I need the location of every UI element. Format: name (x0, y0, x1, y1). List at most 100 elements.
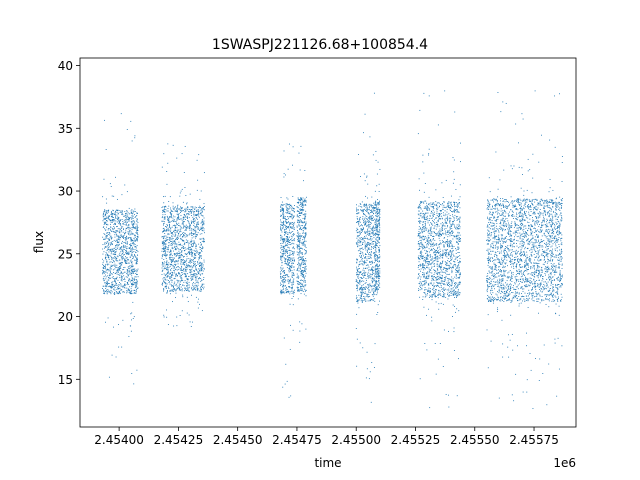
data-point (190, 251, 192, 253)
data-point (108, 270, 110, 272)
data-point (125, 256, 126, 258)
data-point (132, 272, 134, 274)
data-point (356, 285, 357, 287)
data-point (356, 284, 358, 286)
data-point (126, 235, 127, 237)
data-point (443, 245, 445, 247)
data-point (106, 268, 108, 270)
data-point (283, 284, 285, 286)
data-point (288, 207, 290, 209)
data-point (305, 272, 307, 274)
data-point (179, 289, 181, 291)
data-point (371, 243, 373, 245)
data-point (113, 218, 115, 220)
data-point (297, 282, 299, 284)
data-point (171, 255, 173, 257)
data-point (289, 279, 291, 281)
data-point (282, 245, 284, 247)
data-point (301, 272, 303, 274)
data-point (163, 273, 165, 275)
data-point (283, 291, 285, 293)
data-point (115, 217, 117, 219)
data-point (363, 206, 365, 207)
data-point (186, 285, 187, 287)
data-point (374, 223, 376, 225)
data-point (297, 289, 299, 291)
data-point (168, 251, 170, 253)
data-point (189, 242, 191, 244)
data-point (284, 281, 286, 283)
data-point (280, 237, 282, 239)
data-point (137, 287, 139, 289)
data-point (286, 212, 288, 213)
data-point (170, 213, 172, 215)
data-point (291, 288, 293, 290)
data-point (297, 210, 299, 212)
data-point (297, 275, 299, 277)
data-point (169, 256, 171, 258)
data-point (375, 200, 377, 202)
data-point (129, 218, 131, 220)
data-point (171, 281, 173, 283)
data-point (135, 293, 137, 294)
data-point (298, 241, 300, 242)
data-point (189, 232, 191, 234)
data-point (292, 304, 294, 306)
data-point (362, 216, 364, 218)
data-point (438, 233, 440, 235)
data-point (131, 220, 133, 222)
data-point (170, 217, 172, 219)
data-point (197, 228, 199, 230)
data-point (190, 246, 191, 248)
data-point (130, 273, 132, 274)
data-point (300, 272, 302, 274)
data-point (104, 241, 106, 243)
data-point (372, 268, 374, 270)
data-point (296, 202, 298, 203)
data-point (376, 287, 378, 289)
data-point (119, 259, 120, 261)
data-point (373, 92, 375, 94)
data-point (203, 205, 205, 207)
data-point (286, 212, 288, 214)
data-point (368, 248, 370, 250)
data-point (134, 279, 136, 281)
data-point (304, 216, 306, 218)
data-point (300, 197, 302, 198)
data-point (374, 294, 376, 296)
data-point (126, 191, 128, 193)
data-point (125, 249, 127, 251)
data-point (357, 250, 359, 252)
data-point (376, 204, 378, 206)
data-point (286, 241, 288, 243)
data-point (288, 262, 290, 263)
data-point (190, 228, 192, 230)
data-point (130, 283, 132, 284)
data-point (187, 253, 189, 255)
data-point (106, 234, 108, 236)
data-point (130, 265, 132, 267)
data-point (107, 254, 109, 256)
data-point (419, 252, 421, 254)
data-point (190, 248, 192, 250)
data-point (200, 262, 202, 264)
data-point (171, 236, 173, 238)
data-point (195, 267, 197, 269)
data-point (300, 257, 302, 258)
data-point (134, 135, 136, 137)
data-point (120, 211, 122, 213)
data-point (185, 207, 187, 209)
data-point (305, 253, 307, 254)
data-point (372, 206, 374, 208)
data-point (285, 219, 287, 220)
data-point (166, 262, 168, 264)
data-point (449, 251, 451, 253)
data-point (297, 239, 298, 241)
data-point (370, 251, 372, 252)
data-point (167, 234, 169, 236)
data-point (375, 229, 377, 231)
data-point (127, 231, 129, 233)
data-point (183, 259, 184, 261)
data-point (375, 259, 377, 261)
data-point (168, 218, 170, 220)
